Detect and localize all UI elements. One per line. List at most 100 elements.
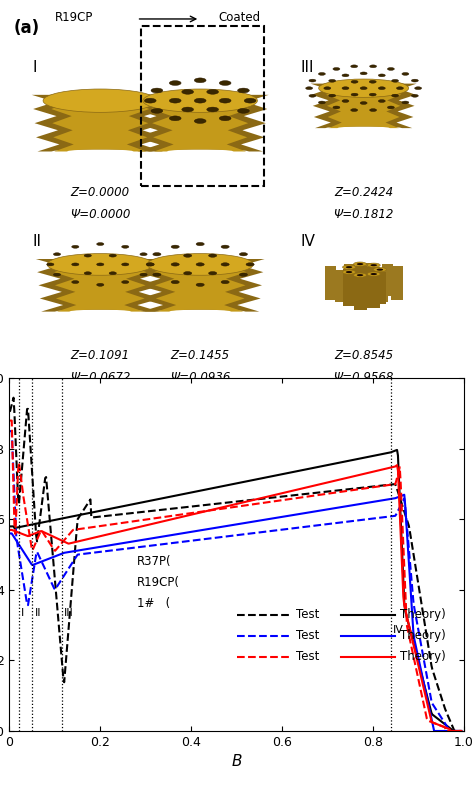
Text: R19CP: R19CP xyxy=(55,11,93,24)
Text: Ψ=0.9568: Ψ=0.9568 xyxy=(333,371,394,384)
Text: R19CP(: R19CP( xyxy=(137,576,180,589)
Polygon shape xyxy=(342,269,356,302)
Ellipse shape xyxy=(196,283,204,286)
Ellipse shape xyxy=(377,269,383,270)
Ellipse shape xyxy=(353,262,367,266)
Ellipse shape xyxy=(84,254,91,257)
Bar xyxy=(141,27,264,185)
Polygon shape xyxy=(367,276,380,308)
Ellipse shape xyxy=(209,254,217,257)
Text: IV: IV xyxy=(300,233,315,248)
Ellipse shape xyxy=(151,108,163,113)
Ellipse shape xyxy=(47,254,153,275)
Text: Coated: Coated xyxy=(219,11,261,24)
Ellipse shape xyxy=(144,98,156,103)
Ellipse shape xyxy=(369,94,376,96)
Ellipse shape xyxy=(221,245,229,248)
Ellipse shape xyxy=(109,254,116,257)
Polygon shape xyxy=(335,270,347,302)
Ellipse shape xyxy=(378,86,385,90)
X-axis label: B: B xyxy=(231,755,242,769)
Ellipse shape xyxy=(392,94,399,97)
Text: 1#   (: 1# ( xyxy=(137,597,170,610)
Ellipse shape xyxy=(122,245,129,248)
Ellipse shape xyxy=(219,98,231,103)
Ellipse shape xyxy=(237,88,249,93)
Ellipse shape xyxy=(324,86,331,90)
Text: Z=0.2424: Z=0.2424 xyxy=(334,185,393,199)
Text: Ψ=0.0936: Ψ=0.0936 xyxy=(170,371,230,384)
Ellipse shape xyxy=(194,98,206,103)
Ellipse shape xyxy=(153,273,161,276)
Ellipse shape xyxy=(342,100,349,102)
Ellipse shape xyxy=(72,245,79,248)
Ellipse shape xyxy=(219,81,231,86)
Polygon shape xyxy=(367,267,380,299)
Ellipse shape xyxy=(351,94,358,96)
Ellipse shape xyxy=(306,86,313,90)
Text: II: II xyxy=(35,608,41,618)
Ellipse shape xyxy=(350,108,358,112)
Ellipse shape xyxy=(244,98,256,103)
Ellipse shape xyxy=(122,281,129,284)
Ellipse shape xyxy=(169,116,181,121)
Ellipse shape xyxy=(346,266,352,268)
Ellipse shape xyxy=(342,265,356,270)
Ellipse shape xyxy=(346,271,352,274)
Ellipse shape xyxy=(396,86,403,90)
Polygon shape xyxy=(358,271,369,303)
Ellipse shape xyxy=(342,270,356,274)
Text: Test: Test xyxy=(296,629,319,641)
Polygon shape xyxy=(131,95,269,152)
Ellipse shape xyxy=(182,107,193,112)
Text: Theory): Theory) xyxy=(400,650,446,663)
Ellipse shape xyxy=(342,74,349,77)
Ellipse shape xyxy=(367,263,380,267)
Polygon shape xyxy=(36,259,165,311)
Text: R37P(: R37P( xyxy=(137,555,171,567)
Text: Ψ=0.1812: Ψ=0.1812 xyxy=(333,208,394,221)
Ellipse shape xyxy=(387,106,394,109)
Ellipse shape xyxy=(239,252,247,256)
Ellipse shape xyxy=(329,79,336,83)
Ellipse shape xyxy=(402,72,409,75)
Text: IV: IV xyxy=(393,625,404,635)
Ellipse shape xyxy=(357,274,363,276)
Polygon shape xyxy=(343,264,355,296)
Text: II: II xyxy=(32,233,41,248)
Ellipse shape xyxy=(318,101,325,104)
Polygon shape xyxy=(342,274,356,307)
Ellipse shape xyxy=(360,72,367,75)
Ellipse shape xyxy=(369,80,376,83)
Text: (a): (a) xyxy=(14,19,40,37)
Polygon shape xyxy=(325,83,402,128)
Ellipse shape xyxy=(153,252,161,256)
Polygon shape xyxy=(360,263,372,296)
Text: III: III xyxy=(64,608,74,618)
Ellipse shape xyxy=(43,89,158,112)
Ellipse shape xyxy=(196,263,204,266)
Ellipse shape xyxy=(378,100,385,102)
Ellipse shape xyxy=(169,81,181,86)
Polygon shape xyxy=(324,268,336,300)
Ellipse shape xyxy=(147,263,154,266)
Polygon shape xyxy=(50,95,150,152)
Ellipse shape xyxy=(373,267,386,272)
Text: Test: Test xyxy=(296,608,319,620)
Ellipse shape xyxy=(318,72,325,75)
Text: Ψ=0.0672: Ψ=0.0672 xyxy=(70,371,131,384)
Polygon shape xyxy=(377,270,388,303)
Polygon shape xyxy=(325,266,336,298)
Polygon shape xyxy=(53,259,148,311)
Ellipse shape xyxy=(415,86,421,90)
Ellipse shape xyxy=(143,89,257,112)
Ellipse shape xyxy=(96,243,104,245)
Ellipse shape xyxy=(392,79,399,83)
Ellipse shape xyxy=(221,263,229,266)
Ellipse shape xyxy=(369,65,377,68)
Ellipse shape xyxy=(360,86,367,90)
Text: Z=0.0000: Z=0.0000 xyxy=(71,185,130,199)
Text: I: I xyxy=(21,608,24,618)
Text: Theory): Theory) xyxy=(400,629,446,641)
Ellipse shape xyxy=(53,273,61,276)
